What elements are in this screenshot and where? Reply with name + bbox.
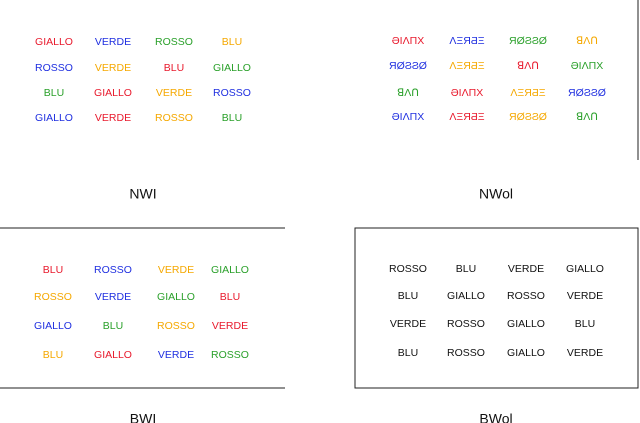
- stroop-word: ROSSO: [157, 320, 195, 332]
- stroop-word: ROSSO: [507, 290, 545, 302]
- stroop-word: BLU: [222, 112, 242, 124]
- stroop-word: VERDE: [508, 263, 544, 275]
- stroop-word: VERDE: [158, 264, 194, 276]
- stroop-word: ROSSO: [447, 347, 485, 359]
- stroop-word: GIALLO: [35, 112, 73, 124]
- stroop-word: VERDE: [212, 320, 248, 332]
- stroop-word: GIALLO: [211, 264, 249, 276]
- stroop-word: VERDE: [95, 36, 131, 48]
- stroop-word: BLU: [398, 290, 418, 302]
- panel-border: [354, 227, 639, 389]
- stroop-word: ROSSO: [35, 62, 73, 74]
- stroop-word: ꓭΛꓵ: [397, 87, 419, 99]
- panel-label: BWol: [479, 411, 512, 423]
- stroop-word: ЯØϨϨØ: [568, 87, 606, 99]
- stroop-word: ROSSO: [447, 318, 485, 330]
- stroop-word: ROSSO: [34, 291, 72, 303]
- stroop-word: BLU: [220, 291, 240, 303]
- stroop-word: ЯØϨϨØ: [509, 35, 547, 47]
- stroop-word: ꓭΛꓵ: [576, 35, 598, 47]
- stroop-word: BLU: [222, 36, 242, 48]
- stroop-word: ƏIΛΠX: [392, 35, 424, 47]
- stroop-word: ROSSO: [213, 87, 251, 99]
- stroop-word: ЯØϨϨØ: [509, 111, 547, 123]
- stroop-word: ΛΞЯƋΞ: [449, 111, 484, 123]
- stroop-word: ƏIΛΠX: [392, 111, 424, 123]
- stroop-word: ROSSO: [211, 349, 249, 361]
- stroop-word: GIALLO: [94, 87, 132, 99]
- stroop-word: ROSSO: [155, 112, 193, 124]
- stroop-word: BLU: [398, 347, 418, 359]
- stroop-word: GIALLO: [213, 62, 251, 74]
- stroop-word: ƏIΛΠX: [451, 87, 483, 99]
- stroop-word: GIALLO: [507, 347, 545, 359]
- stroop-word: GIALLO: [34, 320, 72, 332]
- stroop-word: BLU: [43, 349, 63, 361]
- stroop-word: ƏIΛΠX: [571, 60, 603, 72]
- stroop-word: ΛΞЯƋΞ: [510, 87, 545, 99]
- stroop-word: ꓭΛꓵ: [517, 60, 539, 72]
- stroop-word: BLU: [103, 320, 123, 332]
- stroop-word: BLU: [43, 264, 63, 276]
- stroop-word: VERDE: [390, 318, 426, 330]
- stroop-word: VERDE: [567, 290, 603, 302]
- stroop-word: VERDE: [95, 62, 131, 74]
- panel-label: NWI: [129, 186, 156, 202]
- stroop-word: VERDE: [95, 112, 131, 124]
- stroop-word: VERDE: [95, 291, 131, 303]
- stroop-word: VERDE: [567, 347, 603, 359]
- stroop-word: ROSSO: [389, 263, 427, 275]
- stroop-word: ꓭΛꓵ: [576, 111, 598, 123]
- stroop-word: BLU: [164, 62, 184, 74]
- stroop-word: VERDE: [156, 87, 192, 99]
- stroop-word: ЯØϨϨØ: [389, 60, 427, 72]
- panel-label: NWol: [479, 186, 513, 202]
- stroop-word: GIALLO: [447, 290, 485, 302]
- stroop-word: ΛΞЯƋΞ: [449, 60, 484, 72]
- stroop-word: GIALLO: [566, 263, 604, 275]
- stroop-word: GIALLO: [507, 318, 545, 330]
- stroop-word: BLU: [575, 318, 595, 330]
- stroop-word: GIALLO: [35, 36, 73, 48]
- stroop-word: BLU: [44, 87, 64, 99]
- panel-label: BWI: [130, 411, 156, 423]
- stroop-word: BLU: [456, 263, 476, 275]
- stroop-word: GIALLO: [94, 349, 132, 361]
- stroop-word: GIALLO: [157, 291, 195, 303]
- stroop-word: ROSSO: [155, 36, 193, 48]
- stroop-word: ROSSO: [94, 264, 132, 276]
- stroop-word: VERDE: [158, 349, 194, 361]
- stroop-word: ΛΞЯƋΞ: [449, 35, 484, 47]
